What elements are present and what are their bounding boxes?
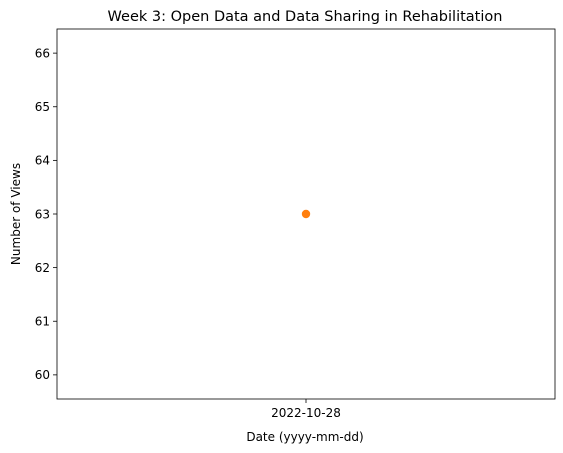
y-tick-label: 61 [35, 315, 50, 329]
y-tick-label: 65 [35, 100, 50, 114]
x-tick-label: 2022-10-28 [271, 406, 341, 420]
plot-area: 60 61 62 63 64 65 66 2022-10-28 [35, 46, 341, 420]
x-axis-title: Date (yyyy-mm-dd) [246, 430, 363, 444]
y-tick-label: 63 [35, 207, 50, 221]
y-tick-label: 62 [35, 261, 50, 275]
y-tick-label: 66 [35, 46, 50, 60]
chart-title: Week 3: Open Data and Data Sharing in Re… [108, 9, 503, 25]
y-tick-label: 60 [35, 368, 50, 382]
data-point [301, 209, 311, 219]
plot-frame [56, 28, 556, 400]
y-axis-title: Number of Views [9, 163, 23, 265]
y-tick-label: 64 [35, 154, 50, 168]
